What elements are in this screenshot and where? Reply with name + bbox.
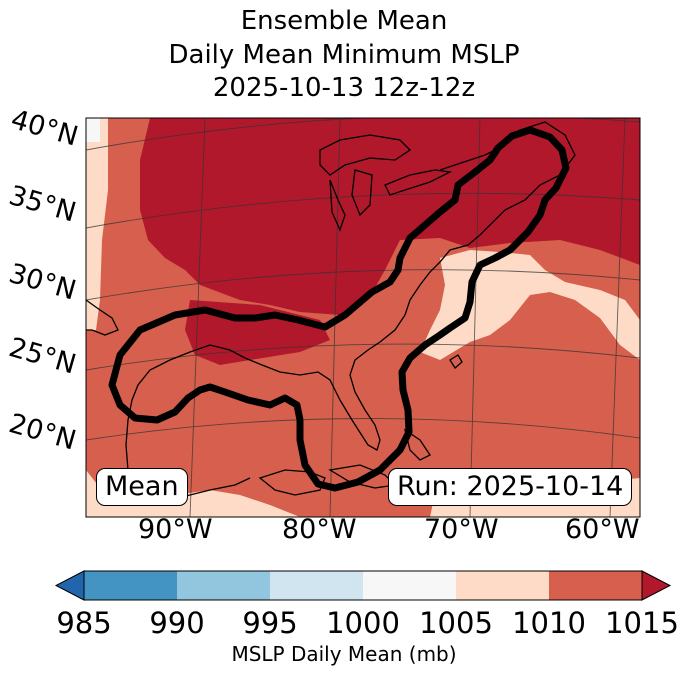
colorbar-tick-label: 1005	[419, 606, 493, 640]
lon-label-70w: 70°W	[424, 514, 499, 545]
colorbar-frame	[83, 570, 643, 601]
field-1000-1005-corner	[86, 118, 100, 142]
colorbar-tick-label: 1010	[512, 606, 586, 640]
title-line-2: Daily Mean Minimum MSLP	[168, 40, 520, 70]
run-label-box: Run: 2025-10-14	[388, 468, 633, 506]
field-1005-1010-west	[86, 118, 108, 330]
colorbar-swatch	[456, 571, 550, 600]
title-line-3: 2025-10-13 12z-12z	[212, 73, 476, 103]
colorbar-swatch	[549, 571, 643, 600]
field-above-1015	[140, 118, 640, 315]
colorbar-swatch	[84, 571, 178, 600]
colorbar-extend-high	[641, 570, 672, 601]
mean-label-box: Mean	[96, 468, 188, 506]
map-frame	[85, 117, 641, 518]
title-line-1: Ensemble Mean	[240, 6, 448, 36]
lon-label-80w: 80°W	[282, 514, 357, 545]
colorbar-swatch	[363, 571, 457, 600]
colorbar-tick-label: 990	[149, 606, 205, 640]
colorbar-tick-label: 1015	[605, 606, 679, 640]
graticule	[86, 118, 640, 517]
ensemble-mean-contour	[108, 126, 570, 492]
colorbar-extend-low	[54, 570, 85, 601]
colorbar-swatch	[177, 571, 271, 600]
lon-label-90w: 90°W	[138, 514, 213, 545]
colorbar-tick-label: 995	[242, 606, 298, 640]
lon-label-60w: 60°W	[565, 514, 640, 545]
colorbar-tick-label: 985	[56, 606, 112, 640]
colorbar-tick-label: 1000	[326, 606, 400, 640]
colorbar-label: MSLP Daily Mean (mb)	[231, 642, 457, 666]
colorbar-swatch	[270, 571, 364, 600]
